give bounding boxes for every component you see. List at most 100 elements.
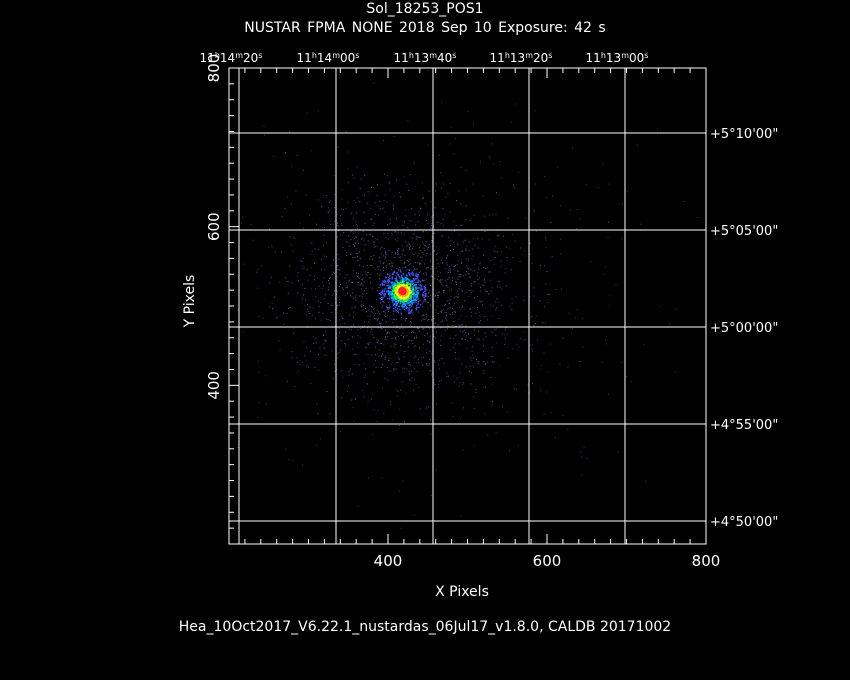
count-pixel [488, 293, 490, 295]
count-pixel [488, 239, 490, 241]
count-pixel [352, 174, 354, 176]
count-pixel [382, 270, 384, 272]
count-pixel [340, 370, 342, 372]
count-pixel [402, 277, 405, 280]
count-pixel [309, 313, 311, 314]
count-pixel [362, 265, 364, 267]
count-pixel [458, 358, 460, 360]
count-pixel [398, 267, 400, 268]
count-pixel [406, 295, 408, 298]
count-pixel [315, 288, 316, 290]
count-pixel [367, 327, 369, 329]
count-pixel [433, 293, 435, 295]
count-pixel [403, 176, 405, 178]
count-pixel [355, 313, 357, 315]
count-pixel [400, 527, 402, 529]
count-pixel [422, 314, 424, 316]
count-pixel [512, 257, 514, 259]
count-pixel [501, 333, 503, 335]
count-pixel [338, 332, 340, 334]
count-pixel [487, 434, 489, 436]
count-pixel [465, 335, 467, 337]
count-pixel [351, 399, 353, 401]
count-pixel [461, 224, 463, 226]
count-pixel [405, 298, 407, 301]
count-pixel [304, 288, 306, 289]
count-pixel [430, 253, 432, 255]
count-pixel [401, 231, 403, 233]
count-pixel [408, 274, 411, 276]
count-pixel [429, 294, 431, 296]
count-pixel [337, 276, 339, 278]
count-pixel [292, 250, 294, 252]
count-pixel [430, 260, 431, 262]
count-pixel [403, 233, 405, 235]
count-pixel [381, 477, 383, 479]
dec-tick-label: +4°55'00" [710, 418, 778, 433]
count-pixel [407, 227, 409, 229]
count-pixel [430, 433, 432, 435]
count-pixel [387, 281, 390, 284]
count-pixel [416, 236, 418, 238]
count-pixel [271, 246, 273, 248]
count-pixel [437, 276, 439, 278]
count-pixel [407, 261, 409, 262]
count-pixel [386, 332, 388, 334]
count-pixel [399, 260, 401, 262]
count-pixel [422, 196, 424, 198]
count-pixel [395, 319, 397, 321]
count-pixel [484, 386, 486, 388]
count-pixel [608, 221, 609, 223]
count-pixel [416, 295, 418, 298]
count-pixel [419, 256, 421, 258]
count-pixel [357, 275, 359, 277]
count-pixel [437, 263, 439, 265]
count-pixel [462, 250, 463, 252]
count-pixel [478, 268, 480, 270]
count-pixel [393, 285, 396, 288]
count-pixel [370, 256, 372, 258]
count-pixel [405, 292, 408, 295]
count-pixel [433, 315, 435, 317]
count-pixel [395, 231, 397, 233]
count-pixel [334, 290, 336, 292]
count-pixel [491, 315, 493, 317]
count-pixel [411, 301, 413, 304]
count-pixel [514, 103, 516, 105]
count-pixel [468, 258, 469, 260]
count-pixel [298, 280, 300, 282]
ra-tick-label: 11h13m00s [586, 51, 649, 65]
count-pixel [410, 174, 412, 176]
count-pixel [349, 328, 351, 330]
count-pixel [489, 271, 491, 273]
count-pixel [397, 237, 399, 239]
count-pixel [408, 364, 410, 366]
count-pixel [352, 348, 354, 350]
count-pixel [472, 255, 474, 257]
count-pixel [454, 264, 456, 266]
count-pixel [414, 299, 416, 302]
count-pixel [374, 346, 376, 348]
count-pixel [422, 291, 425, 294]
count-pixel [640, 72, 641, 74]
count-pixel [387, 290, 390, 293]
count-pixel [428, 292, 430, 294]
count-pixel [427, 214, 428, 216]
count-pixel [386, 306, 389, 309]
count-pixel [405, 318, 407, 320]
count-pixel [431, 237, 433, 239]
count-pixel [411, 291, 414, 293]
count-pixel [392, 304, 395, 306]
count-pixel [302, 258, 304, 259]
count-pixel [387, 379, 389, 381]
count-pixel [414, 345, 416, 347]
count-pixel [384, 312, 386, 314]
count-pixel [391, 252, 393, 254]
count-pixel [416, 293, 419, 295]
count-pixel [291, 244, 293, 246]
count-pixel [396, 240, 398, 242]
count-pixel [401, 277, 404, 279]
count-pixel [370, 218, 372, 220]
count-pixel [391, 276, 393, 278]
count-pixel [433, 387, 435, 389]
